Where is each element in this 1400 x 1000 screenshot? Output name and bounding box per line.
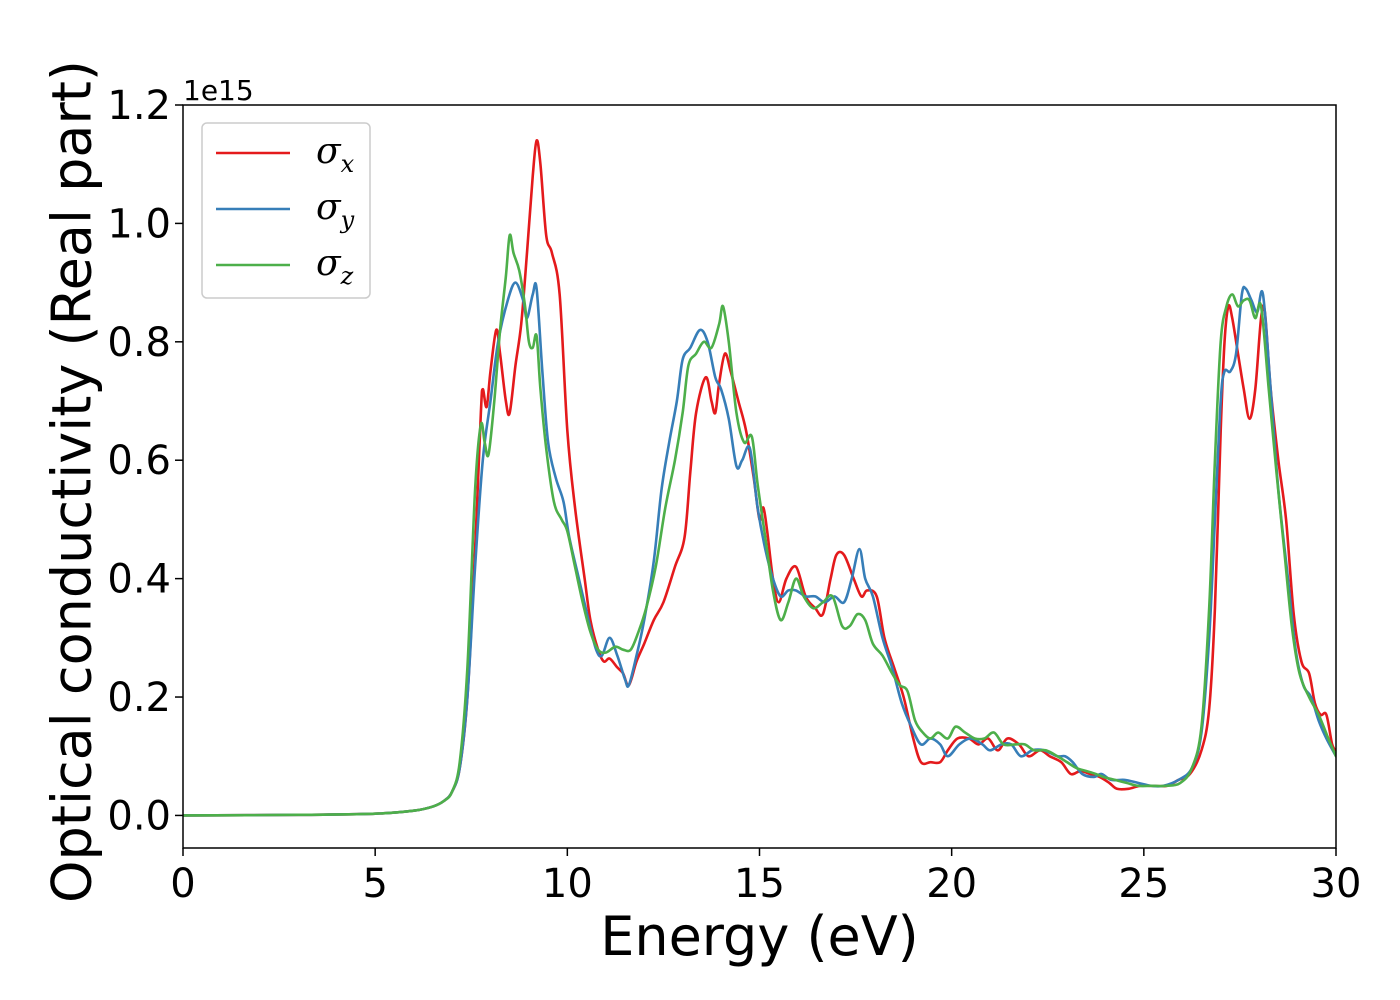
x-tick-label: 10 bbox=[542, 861, 593, 907]
y-axis-offset-label: 1e15 bbox=[183, 74, 254, 107]
x-tick-label: 15 bbox=[734, 861, 785, 907]
legend: σx σy σz bbox=[201, 122, 371, 299]
series-line-z bbox=[183, 233, 1336, 817]
legend-label-y: σy bbox=[316, 187, 355, 234]
y-tick-label: 1.2 bbox=[107, 83, 171, 129]
y-tick-label: 0.2 bbox=[107, 675, 171, 721]
x-tick-label: 20 bbox=[926, 861, 977, 907]
legend-label-z: σz bbox=[316, 243, 354, 290]
y-tick-label: 0.4 bbox=[107, 557, 171, 603]
y-tick-label: 0.6 bbox=[107, 438, 171, 484]
y-tick-label: 0.0 bbox=[107, 793, 171, 839]
x-tick-label: 30 bbox=[1311, 861, 1362, 907]
x-axis-title: Energy (eV) bbox=[600, 905, 919, 968]
legend-box bbox=[201, 122, 371, 299]
plot-area bbox=[183, 139, 1336, 817]
y-tick-label: 0.8 bbox=[107, 320, 171, 366]
legend-label-x: σx bbox=[316, 131, 355, 178]
x-tick-label: 25 bbox=[1118, 861, 1169, 907]
x-tick-label: 0 bbox=[170, 861, 195, 907]
series-line-y bbox=[183, 281, 1336, 817]
ticks: 0 5 10 15 20 25 30 0.0 0.2 0.4 0.6 0.8 1.0 1.2 bbox=[107, 83, 1361, 907]
y-axis-title: Optical conductivity (Real part) bbox=[41, 60, 104, 903]
y-tick-label: 1.0 bbox=[107, 201, 171, 247]
x-tick-label: 5 bbox=[362, 861, 387, 907]
